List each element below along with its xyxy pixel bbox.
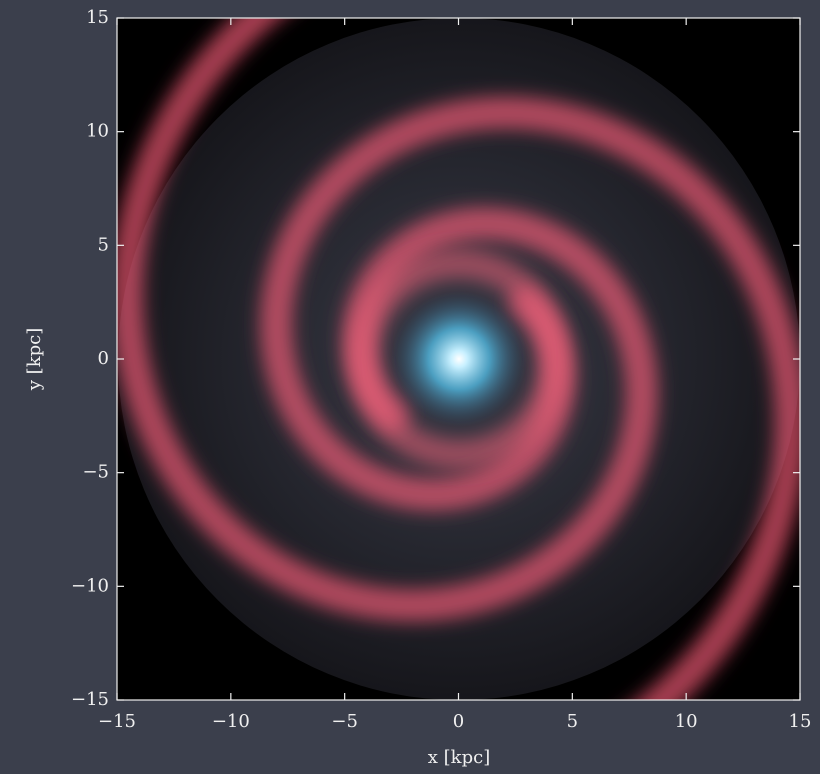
x-axis-label: x [kpc] — [428, 747, 490, 768]
y-tick-label: 0 — [98, 348, 109, 369]
x-tick-label: −15 — [98, 711, 136, 732]
galaxy-core — [390, 290, 528, 428]
x-tick-label: 5 — [567, 711, 578, 732]
y-tick-label: 5 — [98, 234, 109, 255]
spiral-arm-core — [121, 18, 648, 612]
x-tick-label: 10 — [675, 711, 698, 732]
y-axis-label: y [kpc] — [24, 328, 45, 391]
x-tick-label: 15 — [789, 711, 812, 732]
y-tick-label: −10 — [71, 575, 109, 596]
spiral-arm-core — [270, 106, 797, 700]
galaxy-image — [117, 18, 800, 700]
inner-ring — [348, 248, 570, 470]
y-tick-label: 10 — [86, 121, 109, 142]
y-tick-label: −5 — [82, 462, 109, 483]
x-tick-label: −10 — [212, 711, 250, 732]
x-tick-label: 0 — [453, 711, 464, 732]
y-tick-label: −15 — [71, 689, 109, 710]
x-tick-label: −5 — [331, 711, 358, 732]
y-tick-label: 15 — [86, 7, 109, 28]
